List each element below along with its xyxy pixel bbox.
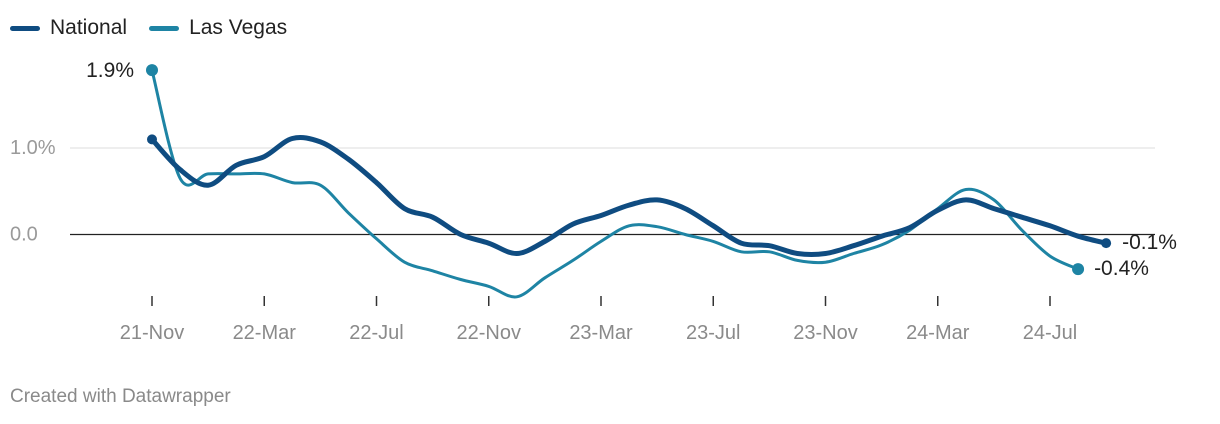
y-tick-label: 0.0 <box>10 224 38 246</box>
series-end-point-las-vegas <box>1072 263 1085 276</box>
x-tick-label: 24-Mar <box>906 322 970 344</box>
legend-swatch-national <box>10 25 40 31</box>
series-line-national <box>149 134 1109 257</box>
legend-label-las-vegas: Las Vegas <box>189 16 288 39</box>
x-tick-label: 23-Nov <box>793 322 857 344</box>
x-tick-label: 22-Nov <box>457 322 521 344</box>
series-line-las-vegas <box>150 68 1080 299</box>
datawrapper-credit: Created with Datawrapper <box>10 386 231 407</box>
series-start-point-national <box>147 134 157 145</box>
series-end-point-national <box>1101 238 1112 249</box>
x-tick-label: 22-Jul <box>349 322 403 344</box>
data-label-end-national: -0.1% <box>1122 231 1177 254</box>
x-tick-label: 23-Jul <box>686 322 740 344</box>
series-start-point-las-vegas <box>146 64 158 77</box>
y-tick-label: 1.0% <box>10 137 56 159</box>
x-tick-label: 24-Jul <box>1023 322 1077 344</box>
data-label-start-las-vegas: 1.9% <box>86 59 134 82</box>
x-tick-label: 23-Mar <box>569 322 633 344</box>
legend-item-las-vegas[interactable]: Las Vegas <box>149 16 287 40</box>
x-tick-label: 21-Nov <box>120 322 184 344</box>
legend-item-national[interactable]: National <box>10 16 127 40</box>
chart-legend: National Las Vegas <box>10 16 287 40</box>
line-chart: 0.0 1.0% 21-Nov 22-Mar 22-Jul 22-Nov 23-Mar 23-… <box>10 59 1177 344</box>
legend-label-national: National <box>50 16 128 39</box>
legend-swatch-las-vegas <box>149 25 180 31</box>
data-label-end-las-vegas: -0.4% <box>1094 257 1149 280</box>
x-tick-label: 22-Mar <box>233 322 297 344</box>
